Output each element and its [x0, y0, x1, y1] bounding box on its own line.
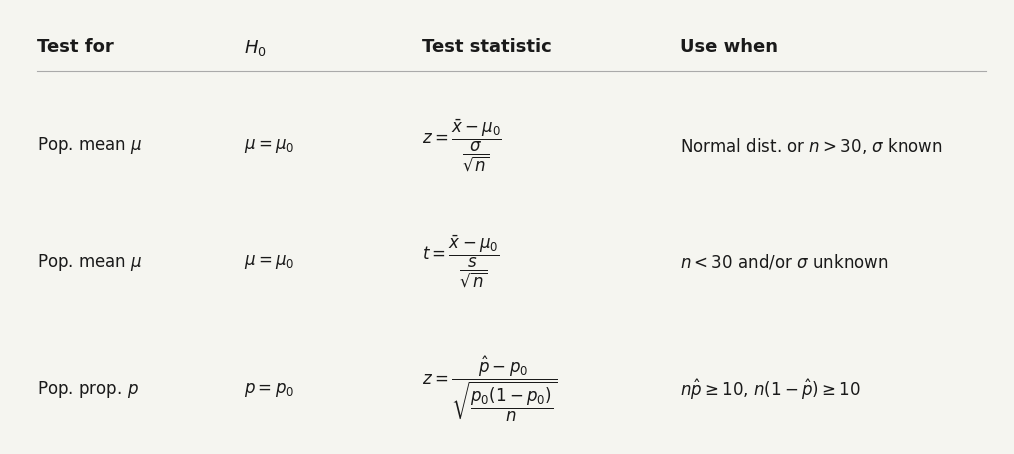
Text: $\mu = \mu_0$: $\mu = \mu_0$	[244, 253, 295, 271]
Text: Test statistic: Test statistic	[423, 38, 552, 56]
Text: Test for: Test for	[37, 38, 114, 56]
Text: $n\hat{p} \geq 10$, $n(1 - \hat{p}) \geq 10$: $n\hat{p} \geq 10$, $n(1 - \hat{p}) \geq…	[679, 378, 860, 402]
Text: $z = \dfrac{\bar{x} - \mu_0}{\dfrac{\sigma}{\sqrt{n}}}$: $z = \dfrac{\bar{x} - \mu_0}{\dfrac{\sig…	[423, 117, 502, 174]
Text: $z = \dfrac{\hat{p} - p_0}{\sqrt{\dfrac{p_0(1-p_0)}{n}}}$: $z = \dfrac{\hat{p} - p_0}{\sqrt{\dfrac{…	[423, 355, 558, 424]
Text: Pop. prop. $p$: Pop. prop. $p$	[37, 380, 139, 400]
Text: $\mu = \mu_0$: $\mu = \mu_0$	[244, 137, 295, 154]
Text: $n < 30$ and/or $\sigma$ unknown: $n < 30$ and/or $\sigma$ unknown	[679, 253, 888, 271]
Text: $H_0$: $H_0$	[244, 38, 267, 58]
Text: Pop. mean $\mu$: Pop. mean $\mu$	[37, 135, 142, 156]
Text: $t = \dfrac{\bar{x} - \mu_0}{\dfrac{s}{\sqrt{n}}}$: $t = \dfrac{\bar{x} - \mu_0}{\dfrac{s}{\…	[423, 234, 500, 291]
Text: Pop. mean $\mu$: Pop. mean $\mu$	[37, 252, 142, 273]
Text: Use when: Use when	[679, 38, 778, 56]
Text: $p = p_0$: $p = p_0$	[244, 381, 294, 399]
Text: Normal dist. or $n > 30$, $\sigma$ known: Normal dist. or $n > 30$, $\sigma$ known	[679, 136, 942, 156]
